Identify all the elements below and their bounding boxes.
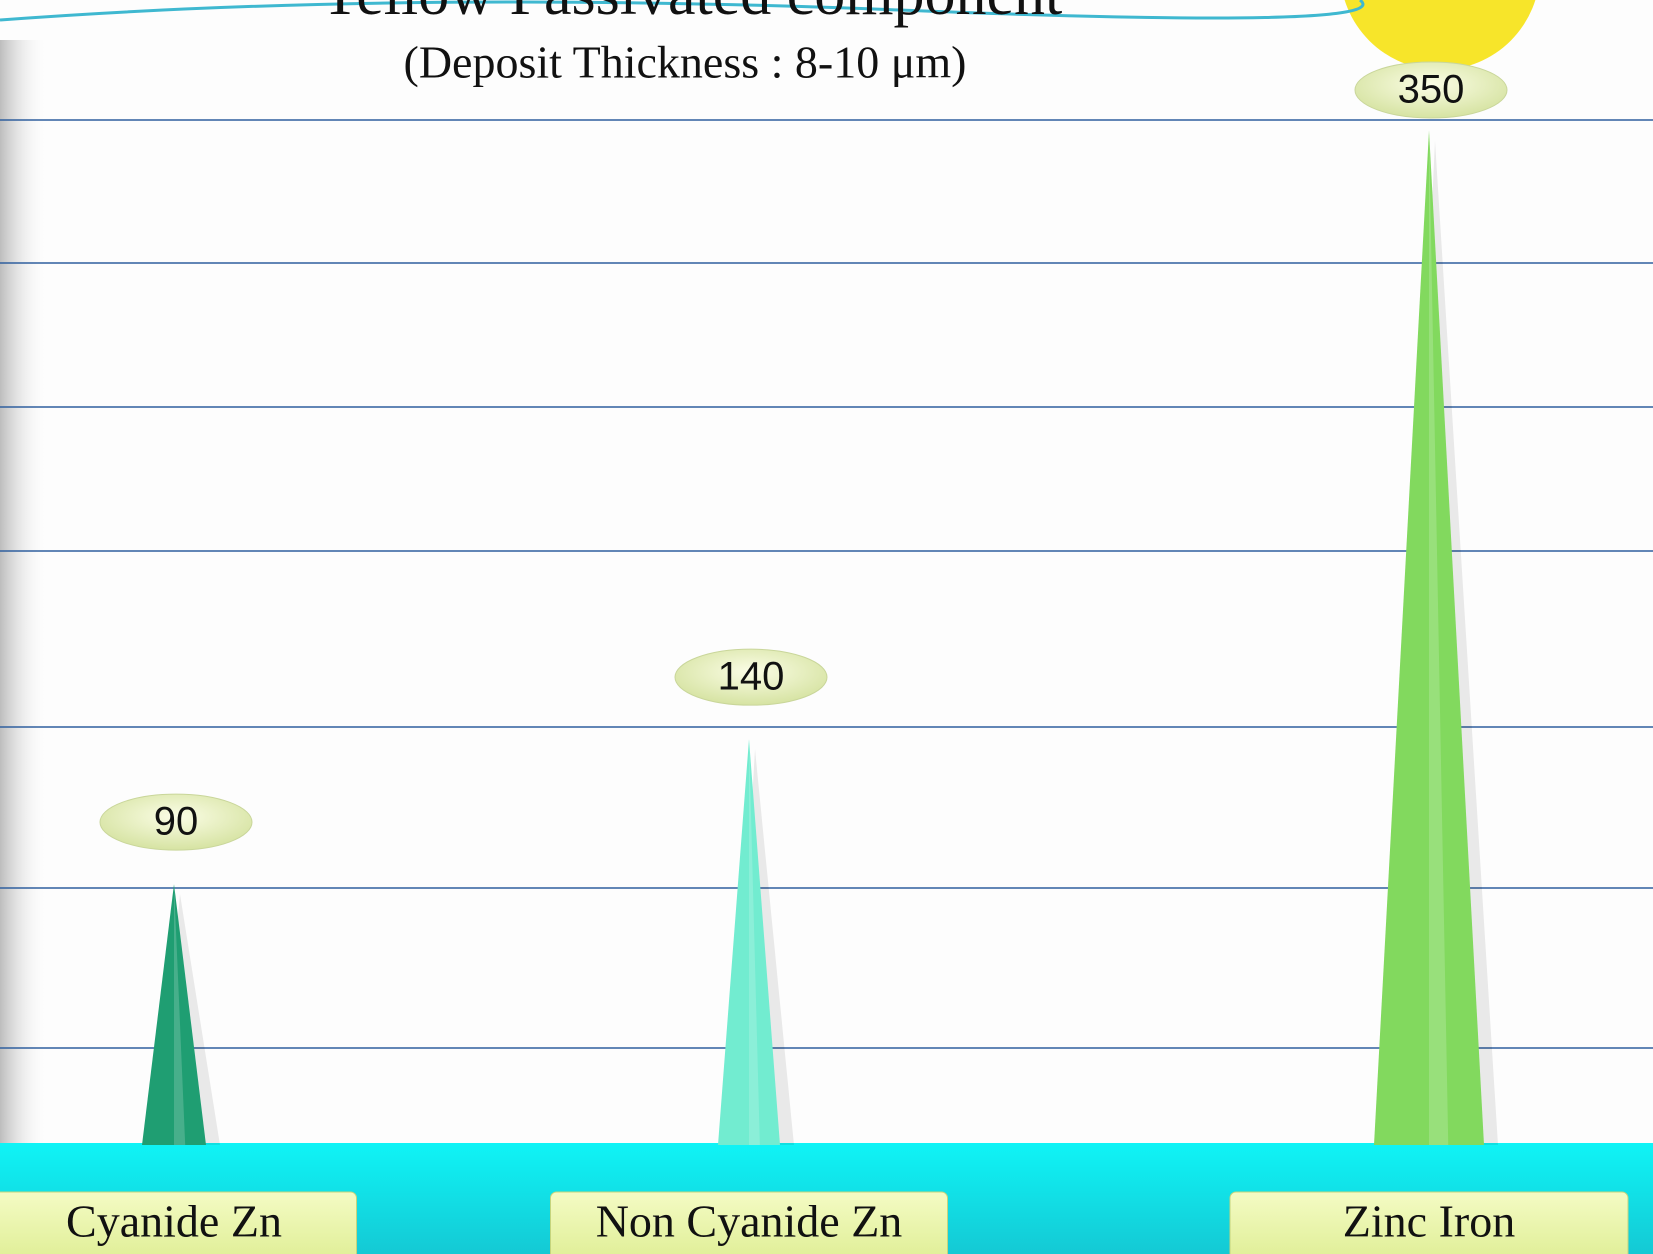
category-box [550,1191,948,1254]
chart-subtitle: (Deposit Thickness : 8-10 μm) [404,37,967,88]
cone-highlight [174,884,186,1145]
grid [0,119,1653,1049]
cone [718,739,780,1145]
value-label-badge [1354,61,1508,119]
value-label: 350 [1398,68,1465,112]
cone-highlight [1429,130,1449,1145]
wave-decoration [0,0,1365,22]
value-label-badge [674,648,828,706]
sun-decoration [1344,0,1536,70]
value-label: 90 [154,800,199,844]
cone-highlight [749,739,760,1145]
category-box [1229,1191,1629,1254]
value-label-badge [99,793,253,851]
x-tick-label: Cyanide Zn [66,1196,282,1247]
cone [142,884,206,1145]
cone [1374,130,1484,1145]
value-label: 140 [718,655,785,699]
chart-title: Yellow Passivated component [318,0,1063,28]
x-tick-label: Zinc Iron [1343,1196,1515,1247]
wall-shadow [0,40,48,1150]
category-box [0,1191,357,1254]
x-tick-label: Non Cyanide Zn [596,1196,903,1247]
plot: 90 Cyanide Zn 140 Non Cyanide Zn 350 Zinc Iro… [0,61,1629,1254]
